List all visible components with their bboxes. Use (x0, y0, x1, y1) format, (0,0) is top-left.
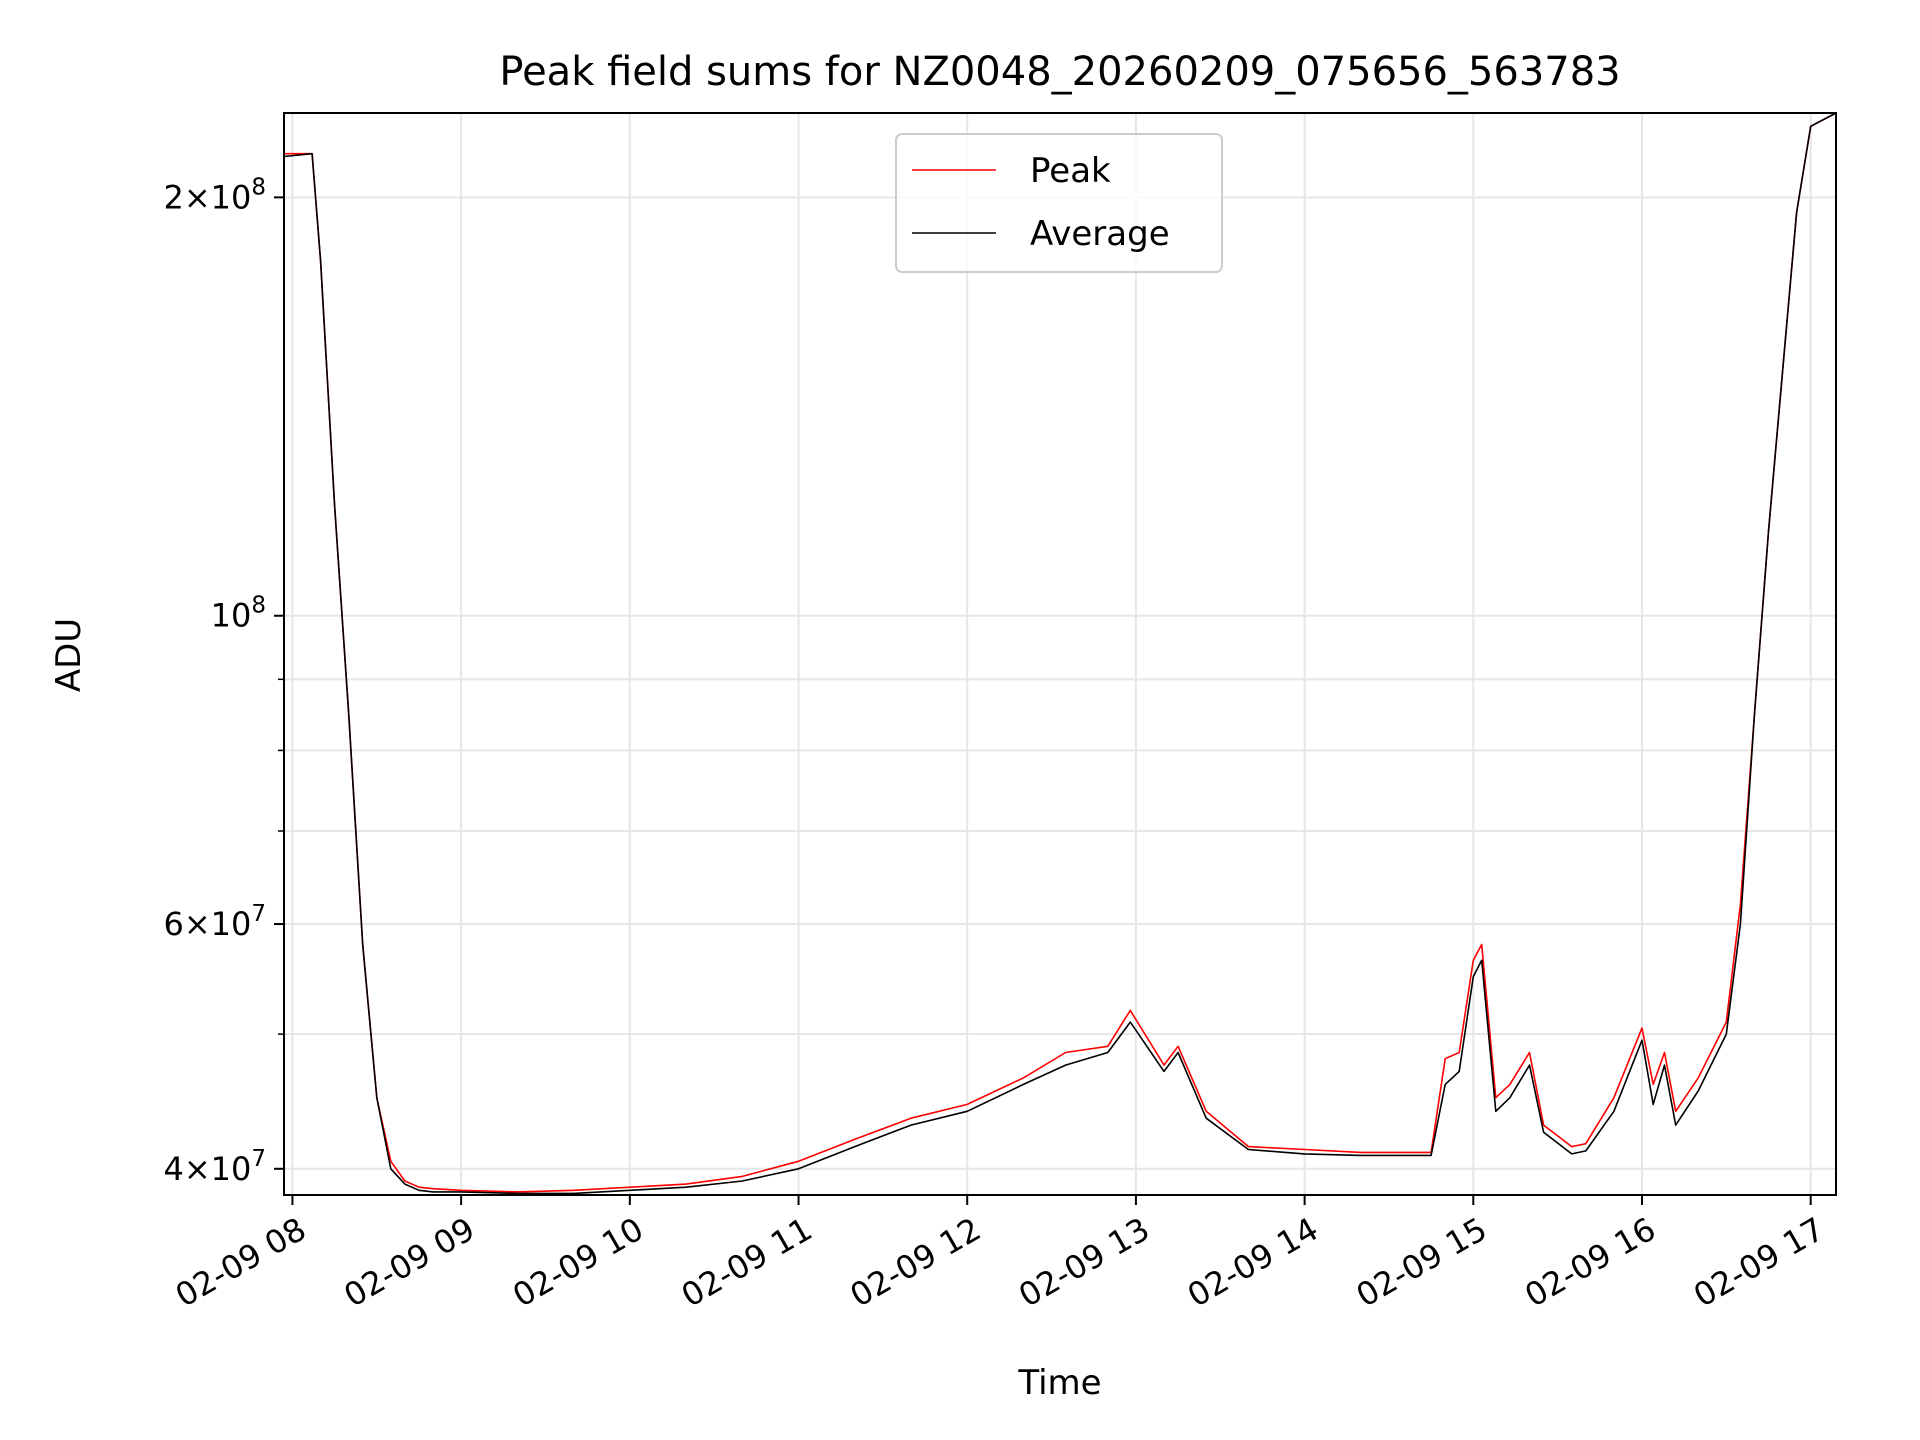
legend-label-average: Average (1030, 214, 1170, 254)
legend-label-peak: Peak (1030, 151, 1111, 191)
y-tick-label: 2×108 (163, 174, 266, 216)
plot-background (284, 113, 1836, 1195)
legend-box (895, 133, 1223, 273)
y-axis-label: ADU (49, 618, 89, 692)
x-axis-label: Time (1017, 1363, 1101, 1403)
y-tick-label: 6×107 (163, 901, 266, 943)
y-tick-label: 4×107 (163, 1146, 266, 1188)
series-layer (283, 112, 1837, 1195)
y-axis: 4×107 6×107 108 2×108 (163, 174, 284, 1188)
y-tick-label: 108 (211, 593, 266, 635)
chart-title: Peak field sums for NZ0048_20260209_0756… (499, 49, 1620, 95)
plot-frame (283, 112, 1837, 1196)
legend: Peak Average (895, 133, 1223, 273)
series-line-peak (284, 112, 1837, 1193)
series-line-average (283, 112, 1837, 1195)
